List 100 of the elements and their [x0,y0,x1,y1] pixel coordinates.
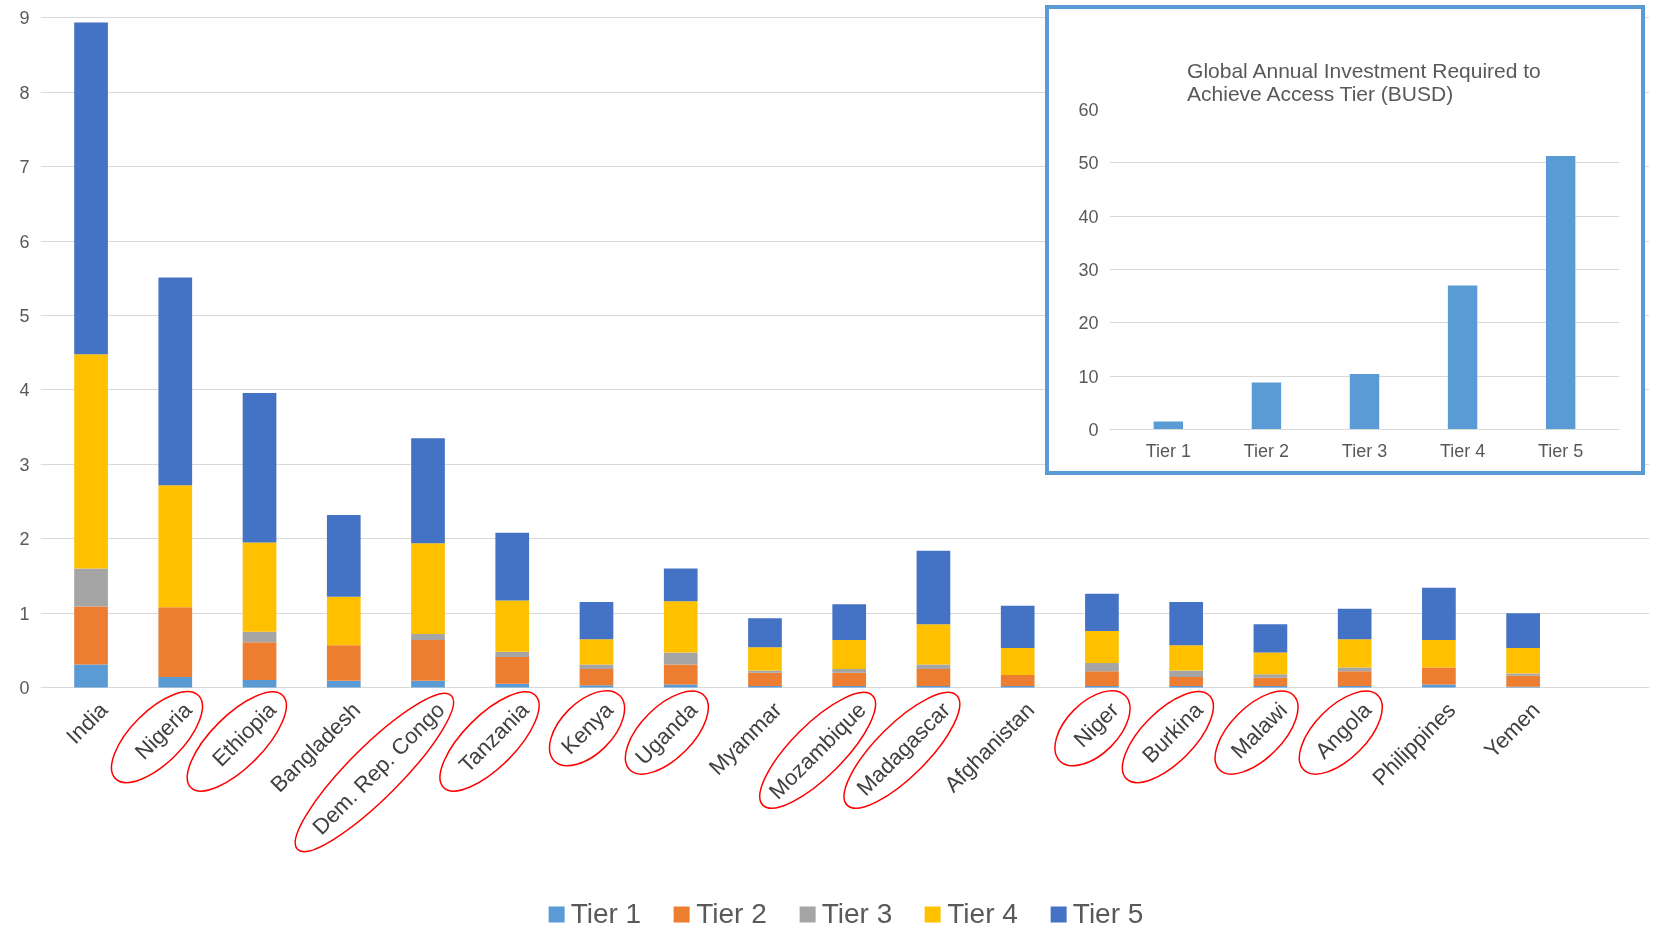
bar [1169,677,1204,687]
legend-label: Tier 1 [570,898,642,930]
bar [1545,155,1576,430]
bar [495,600,530,652]
bar [1422,587,1456,640]
bar [832,668,867,673]
bar [1169,601,1204,646]
bar [411,438,445,544]
bar [74,664,108,688]
bar [158,485,193,608]
bar [326,680,361,688]
bar [1422,667,1456,685]
bar [579,685,614,688]
y-tick-label: 2 [19,529,30,550]
bar [242,542,277,632]
bar [748,618,782,648]
bar [326,596,361,646]
y-tick-label: 0 [1088,420,1099,440]
legend-label: Tier 5 [1072,898,1144,930]
x-tick-label: Tier 4 [1439,440,1486,461]
bar [495,651,530,658]
bar [1337,667,1372,672]
bar [242,680,277,688]
bar [579,601,614,640]
bar [411,639,445,681]
bar [1169,670,1204,678]
bar [242,642,277,681]
bar [1506,675,1540,687]
y-tick-label: 10 [1078,366,1099,387]
bar [663,568,698,602]
bar [326,645,361,681]
bar [1506,648,1540,674]
x-tick-label: Tier 5 [1537,440,1584,461]
bar [495,532,530,601]
y-tick-label: 4 [19,380,30,401]
bar [158,277,193,486]
y-tick-label: 8 [19,82,30,103]
bar [1253,624,1288,653]
bar [158,677,193,688]
y-tick-label: 30 [1078,260,1099,280]
bar [1253,674,1288,678]
bar [1085,631,1119,663]
bar [1337,608,1372,640]
bar [1085,593,1119,631]
bar [411,543,445,634]
bar [579,639,614,665]
bar [242,392,277,543]
bar [916,624,951,665]
legend-label: Tier 3 [821,898,893,930]
bar [1253,677,1288,687]
bar [242,631,277,643]
bar [748,672,782,687]
bar [74,606,108,665]
bar [663,664,698,685]
bar [832,639,867,669]
bar [1169,645,1204,671]
bar [1000,674,1035,687]
bar [663,601,698,653]
bar [916,668,951,687]
legend-label: Tier 2 [696,898,767,930]
y-tick-label: 1 [19,603,30,624]
bar [1506,673,1540,676]
bar [916,664,951,669]
bar [1349,374,1380,430]
bar [1422,684,1456,688]
bar [1085,671,1119,687]
bar [326,514,361,597]
bar [74,568,108,607]
y-tick-label: 3 [19,454,30,475]
x-tick-label: Tier 2 [1243,440,1290,461]
bar [1085,662,1119,672]
y-tick-label: 7 [19,157,30,178]
y-tick-label: 50 [1078,153,1099,174]
bar [579,664,614,669]
bar [74,22,108,355]
y-tick-label: 0 [19,678,30,699]
bar [411,680,445,688]
bar [916,550,951,625]
y-tick-label: 5 [19,306,30,327]
chart-title: Global Annual Investment Required to Achieve Access Tier (BUSD) [1187,58,1541,105]
bar [1251,382,1282,430]
y-tick-label: 40 [1078,206,1099,227]
bar [158,607,193,678]
x-tick-label: Tier 3 [1341,440,1388,461]
bar [832,672,867,687]
bar [579,668,614,686]
y-tick-label: 6 [19,231,30,252]
x-tick-label: Tier 1 [1145,440,1192,461]
bar [1000,648,1035,675]
bar [1506,613,1540,649]
bar [411,633,445,640]
bar [74,354,108,569]
bar [663,684,698,688]
y-tick-label: 20 [1078,313,1099,334]
bar [832,604,867,640]
bar [663,652,698,665]
bar [1253,652,1288,675]
bar [495,657,530,684]
y-tick-label: 9 [19,8,30,29]
bar [1337,671,1372,687]
